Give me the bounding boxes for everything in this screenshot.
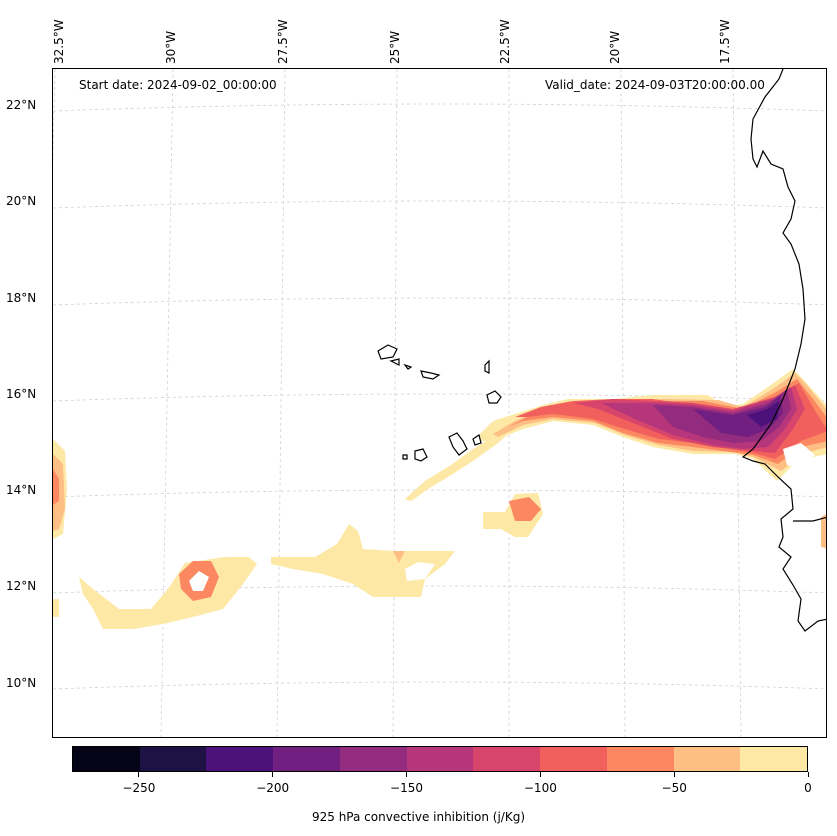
cin-band-central-patch bbox=[393, 551, 405, 563]
parallel-gridline bbox=[53, 297, 826, 306]
parallel-gridline bbox=[53, 489, 826, 498]
colorbar bbox=[72, 746, 808, 772]
lat-label: 10°N bbox=[6, 676, 37, 690]
cin-contours bbox=[53, 369, 826, 629]
lat-label: 22°N bbox=[6, 98, 37, 112]
colorbar-segment bbox=[540, 747, 607, 771]
lat-label: 20°N bbox=[6, 194, 37, 208]
gridlines bbox=[53, 69, 826, 737]
lon-label: 20°W bbox=[608, 30, 622, 64]
coastlines bbox=[741, 69, 826, 632]
cin-patch-west-small bbox=[53, 599, 59, 617]
island-santo-antao bbox=[377, 344, 398, 360]
map-panel bbox=[52, 68, 827, 738]
meridian-gridline bbox=[53, 69, 56, 170]
colorbar-label: 925 hPa convective inhibition (j/Kg) bbox=[311, 810, 525, 824]
meridian-gridline bbox=[276, 69, 286, 737]
colorbar-tick bbox=[807, 772, 809, 777]
cin-band-south bbox=[79, 557, 257, 629]
colorbar-segment bbox=[273, 747, 340, 771]
island-maio bbox=[472, 434, 482, 446]
colorbar-tick-label: −150 bbox=[390, 781, 424, 795]
cin-band-east-hole bbox=[783, 443, 815, 469]
colorbar-segment bbox=[606, 747, 674, 771]
lat-label: 14°N bbox=[6, 483, 37, 497]
lat-label: 12°N bbox=[6, 579, 37, 593]
map-canvas bbox=[53, 69, 826, 737]
parallel-gridline bbox=[53, 200, 826, 209]
coast-inlet bbox=[793, 516, 826, 522]
lat-label: 18°N bbox=[6, 291, 37, 305]
colorbar-segment bbox=[339, 747, 407, 771]
colorbar-tick-label: −50 bbox=[661, 781, 687, 795]
start-date-text: Start date: 2024-09-02_00:00:00 bbox=[79, 78, 277, 92]
island-santiago bbox=[448, 432, 468, 456]
colorbar-segment bbox=[740, 747, 808, 771]
parallel-gridline bbox=[53, 393, 826, 402]
island-santa-luzia bbox=[403, 363, 413, 370]
colorbar-tick bbox=[539, 772, 541, 777]
lon-label: 32.5°W bbox=[52, 19, 66, 64]
meridian-gridline bbox=[160, 69, 174, 737]
lon-label: 25°W bbox=[388, 30, 402, 64]
colorbar-segment bbox=[73, 747, 140, 771]
cin-band-south-hole bbox=[189, 571, 209, 591]
cin-band-central-hole bbox=[405, 562, 435, 581]
colorbar-tick-label: −200 bbox=[256, 781, 290, 795]
parallel-gridline bbox=[53, 103, 826, 112]
cin-band-east-l9 bbox=[747, 401, 779, 427]
colorbar-segment bbox=[206, 747, 274, 771]
valid-date-text: Valid_date: 2024-09-03T20:00:00.00 bbox=[545, 78, 765, 92]
lon-label: 30°W bbox=[164, 30, 178, 64]
colorbar-tick bbox=[138, 772, 140, 777]
cin-streak bbox=[405, 421, 523, 501]
lat-label: 16°N bbox=[6, 387, 37, 401]
colorbar-tick-label: −250 bbox=[122, 781, 156, 795]
island-sao-vicente bbox=[389, 358, 400, 366]
colorbar-tick bbox=[406, 772, 408, 777]
lon-label: 17.5°W bbox=[718, 19, 732, 64]
cin-patch-southeast-core bbox=[509, 497, 541, 521]
island-sal bbox=[484, 359, 490, 374]
meridian-gridline bbox=[620, 69, 626, 737]
colorbar-tick-label: −100 bbox=[523, 781, 557, 795]
lon-label: 22.5°W bbox=[498, 19, 512, 64]
colorbar-segment bbox=[139, 747, 207, 771]
colorbar-segment bbox=[406, 747, 474, 771]
island-sao-nicolau bbox=[420, 370, 441, 380]
colorbar-tick-label: 0 bbox=[804, 781, 812, 795]
cin-patch-west-core bbox=[53, 469, 59, 505]
island-brava bbox=[402, 454, 408, 460]
african-coastline bbox=[741, 69, 826, 632]
island-fogo bbox=[414, 448, 428, 462]
parallel-gridline bbox=[53, 585, 826, 594]
island-boa-vista bbox=[486, 390, 502, 404]
colorbar-tick bbox=[272, 772, 274, 777]
lon-label: 27.5°W bbox=[276, 19, 290, 64]
colorbar-tick bbox=[673, 772, 675, 777]
meridian-gridline bbox=[732, 69, 742, 737]
cape-verde-islands bbox=[377, 344, 502, 462]
colorbar-segment bbox=[673, 747, 741, 771]
meridian-gridline bbox=[392, 69, 398, 737]
parallel-gridline bbox=[53, 681, 826, 690]
colorbar-segment bbox=[473, 747, 541, 771]
cin-patch-coast-south bbox=[821, 514, 826, 549]
